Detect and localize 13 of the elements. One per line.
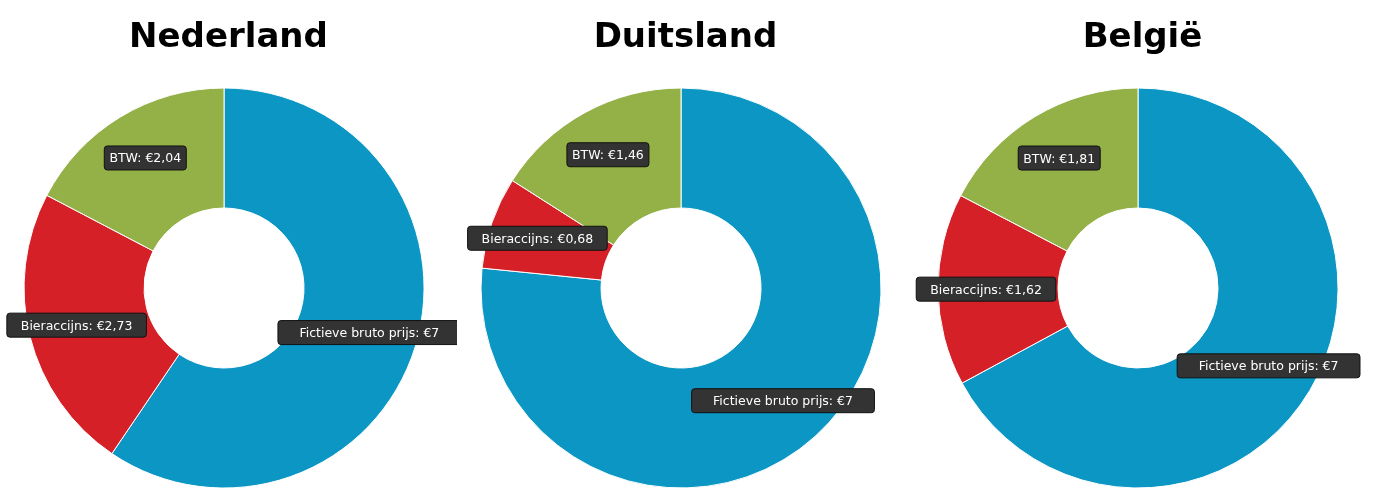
donut-slice	[480, 87, 882, 489]
chart-title: België	[1081, 14, 1204, 57]
slice-label: BTW: €1,81	[1023, 150, 1096, 166]
slice-label: Fictieve bruto prijs: €7	[1198, 358, 1339, 374]
chart-title: Duitsland	[592, 14, 779, 57]
slice-label: Fictieve bruto prijs: €7	[299, 325, 440, 341]
slice-label: BTW: €1,46	[572, 147, 644, 163]
slice-label: Fictieve bruto prijs: €7	[713, 393, 853, 409]
chart-title: Nederland	[128, 14, 329, 57]
slice-label: Bieraccijns: €2,73	[20, 317, 133, 333]
slice-label: Bieraccijns: €1,62	[930, 281, 1042, 297]
slice-label: Bieraccijns: €0,68	[481, 230, 594, 246]
slice-label: BTW: €2,04	[109, 150, 182, 166]
